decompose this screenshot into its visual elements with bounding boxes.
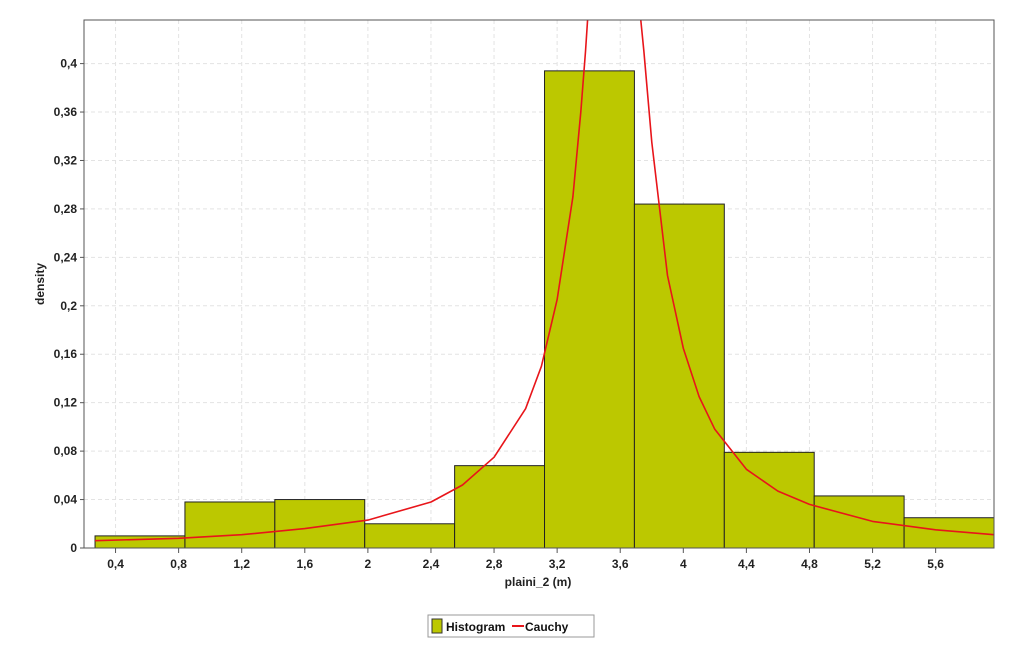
x-tick-label: 1,6 (296, 557, 313, 571)
x-tick-label: 3,2 (549, 557, 566, 571)
histogram-bar (813, 495, 905, 549)
plot-area (84, 20, 994, 548)
x-axis-label: plaini_2 (m) (505, 575, 572, 589)
legend-cauchy-label: Cauchy (525, 620, 569, 634)
y-tick-label: 0,32 (54, 153, 78, 167)
x-tick-label: 4,4 (738, 557, 755, 571)
legend-box (427, 614, 595, 638)
y-tick-label: 0,24 (54, 250, 78, 264)
legend-histogram-label: Histogram (446, 620, 505, 634)
histogram-bar (544, 70, 635, 549)
y-tick-label: 0,12 (54, 396, 78, 410)
x-tick-label: 1,2 (233, 557, 250, 571)
y-tick-label: 0,08 (54, 444, 78, 458)
y-tick-label: 0,36 (54, 105, 78, 119)
x-tick-label: 5,6 (927, 557, 944, 571)
x-tick-label: 4 (680, 557, 687, 571)
y-tick-label: 0,16 (54, 347, 78, 361)
y-tick-label: 0,2 (60, 299, 77, 313)
x-tick-label: 0,8 (170, 557, 187, 571)
y-tick-label: 0,4 (60, 57, 77, 71)
histogram-bar (364, 523, 456, 549)
axes (83, 19, 995, 549)
x-axis-ticks: 0,4 0,8 1,2 1,6 2 2,4 2,8 3,2 3,6 4 4,4 4,8 5,2 5,6 (107, 548, 944, 571)
y-tick-label: 0,04 (54, 493, 78, 507)
legend: Histogram Cauchy (427, 614, 595, 638)
histogram-bars (94, 70, 995, 549)
cauchy-curve-layer (94, 20, 994, 542)
x-tick-label: 0,4 (107, 557, 124, 571)
histogram-bar (184, 501, 276, 549)
x-tick-label: 2 (365, 557, 372, 571)
y-axis-label: density (33, 263, 47, 305)
x-tick-label: 4,8 (801, 557, 818, 571)
y-tick-label: 0,28 (54, 202, 78, 216)
x-tick-label: 2,4 (423, 557, 440, 571)
y-tick-label: 0 (70, 541, 77, 555)
x-tick-label: 2,8 (486, 557, 503, 571)
histogram-bar (454, 465, 546, 549)
x-tick-label: 5,2 (864, 557, 881, 571)
histogram-bar (274, 499, 366, 549)
legend-histogram-swatch (431, 618, 443, 634)
histogram-bar (633, 203, 725, 549)
plot-frame (83, 19, 995, 549)
y-axis-ticks: 0 0,04 0,08 0,12 0,16 0,2 0,24 0,28 0,32 0,36 0,4 (54, 57, 84, 555)
cauchy-line (94, 20, 994, 542)
x-tick-label: 3,6 (612, 557, 629, 571)
